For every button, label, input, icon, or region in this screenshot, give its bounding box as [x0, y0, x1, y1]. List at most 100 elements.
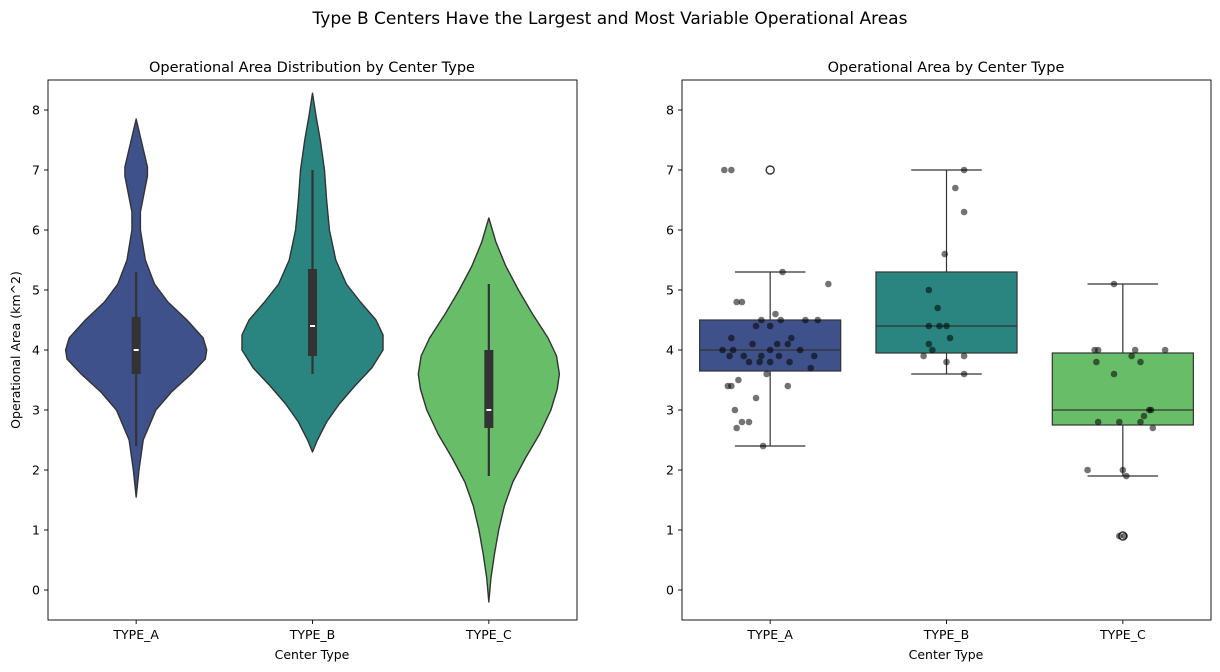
strip-point — [1116, 532, 1123, 540]
box-panel-xlabel: Center Type — [909, 647, 984, 662]
strip-point — [1110, 280, 1118, 288]
strip-point — [733, 298, 740, 306]
x-tick-label: TYPE_C — [465, 627, 512, 642]
box-outlier — [765, 165, 775, 175]
violin-iqr-bar — [484, 350, 494, 428]
strip-point — [1093, 358, 1100, 366]
y-tick-label: 4 — [32, 343, 40, 358]
strip-point — [796, 346, 804, 354]
strip-point — [943, 358, 950, 366]
strip-point — [1094, 418, 1102, 426]
x-tick-label: TYPE_A — [746, 627, 793, 642]
strip-point — [728, 382, 735, 390]
x-tick-label: TYPE_C — [1099, 627, 1146, 642]
strip-point — [1145, 406, 1153, 414]
strip-point — [807, 364, 815, 372]
strip-point — [960, 370, 968, 378]
strip-point — [920, 352, 927, 360]
strip-point — [1137, 358, 1144, 366]
strip-point — [738, 298, 746, 306]
box-panel-title: Operational Area by Center Type — [828, 60, 1065, 76]
strip-point — [729, 346, 737, 354]
y-tick-label: 6 — [666, 223, 674, 238]
strip-point — [772, 310, 779, 318]
strip-point — [766, 322, 774, 330]
strip-point — [936, 322, 943, 330]
y-tick-label: 3 — [32, 403, 40, 418]
y-tick-label: 3 — [666, 403, 674, 418]
y-tick-label: 7 — [666, 163, 674, 178]
strip-point — [1137, 418, 1144, 426]
x-tick-label: TYPE_A — [112, 627, 159, 642]
strip-point — [752, 394, 760, 402]
strip-point — [766, 346, 774, 354]
strip-point — [745, 418, 753, 426]
strip-point — [825, 280, 832, 288]
strip-point — [1149, 424, 1157, 432]
strip-point — [726, 352, 733, 360]
strip-point — [1121, 532, 1128, 540]
strip-point — [960, 352, 968, 360]
violin-iqr-bar — [131, 317, 141, 374]
strip-point — [740, 352, 748, 360]
strip-point — [749, 340, 756, 348]
strip-point — [721, 166, 728, 174]
strip-point — [946, 334, 954, 342]
strip-point — [758, 352, 765, 360]
strip-point — [1110, 370, 1118, 378]
x-tick-label: TYPE_B — [289, 627, 336, 642]
y-tick-label: 0 — [666, 583, 674, 598]
strip-point — [925, 340, 933, 348]
strip-point — [1119, 466, 1127, 474]
strip-point — [752, 322, 760, 330]
strip-point — [1128, 352, 1135, 360]
violin-panel-xlabel: Center Type — [275, 647, 350, 662]
strip-point — [779, 268, 786, 276]
box-body — [875, 271, 1018, 354]
strip-point — [775, 352, 783, 360]
strip-point — [960, 208, 968, 216]
strip-point — [941, 250, 949, 258]
strip-point — [788, 334, 795, 342]
strip-point — [728, 166, 735, 174]
y-tick-label: 2 — [32, 463, 40, 478]
strip-point — [735, 376, 742, 384]
y-tick-label: 2 — [666, 463, 674, 478]
strip-point — [929, 346, 936, 354]
strip-point — [1084, 466, 1091, 474]
violin-panel-title: Operational Area Distribution by Center … — [149, 60, 475, 76]
strip-point — [784, 340, 792, 348]
strip-point — [756, 358, 763, 366]
violin-panel-ylabel: Operational Area (km^2) — [8, 271, 23, 429]
strip-point — [934, 304, 941, 312]
y-tick-label: 5 — [32, 283, 40, 298]
y-tick-label: 8 — [666, 103, 674, 118]
strip-point — [952, 184, 959, 192]
strip-point — [745, 358, 753, 366]
y-tick-label: 1 — [666, 523, 674, 538]
strip-point — [731, 406, 739, 414]
strip-point — [758, 316, 765, 324]
strip-point — [810, 352, 818, 360]
violin-panel: Operational Area Distribution by Center … — [8, 60, 578, 662]
strip-point — [1161, 346, 1169, 354]
strip-point — [1140, 412, 1148, 420]
strip-point — [1116, 418, 1123, 426]
strip-point — [786, 358, 793, 366]
strip-point — [733, 424, 740, 432]
strip-point — [925, 322, 933, 330]
strip-point — [1123, 472, 1130, 480]
strip-point — [728, 334, 735, 342]
strip-point — [777, 316, 785, 324]
y-tick-label: 4 — [666, 343, 674, 358]
strip-point — [960, 166, 968, 174]
strip-point — [943, 322, 950, 330]
strip-point — [1091, 346, 1098, 354]
y-tick-label: 5 — [666, 283, 674, 298]
y-tick-label: 7 — [32, 163, 40, 178]
strip-point — [738, 418, 746, 426]
strip-point — [773, 340, 781, 348]
strip-point — [1131, 346, 1139, 354]
strip-point — [814, 316, 822, 324]
strip-point — [763, 370, 770, 378]
